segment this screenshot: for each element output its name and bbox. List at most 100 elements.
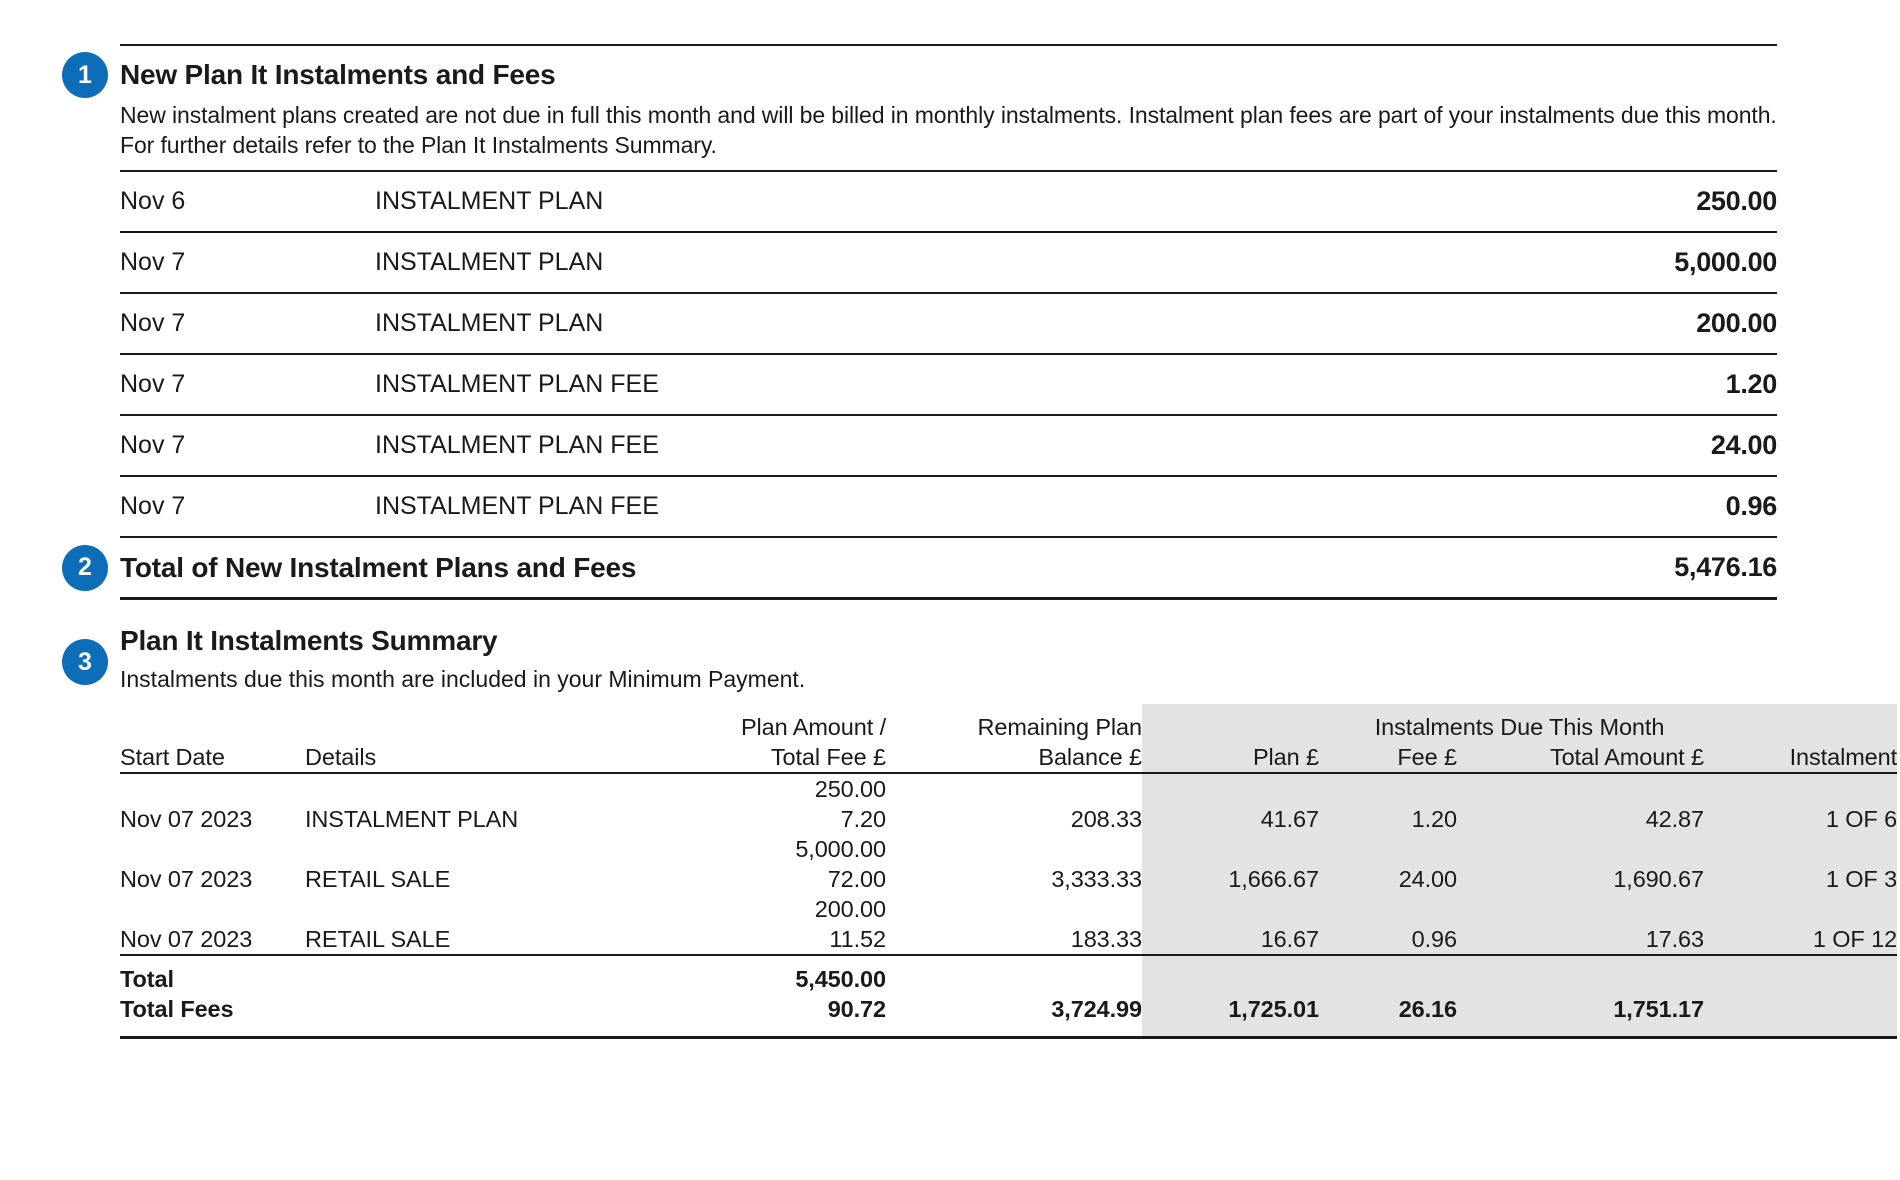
total-amount-due: 17.63 (1457, 894, 1704, 955)
section-new-plans-description: New instalment plans created are not due… (120, 102, 1777, 158)
transaction-description: INSTALMENT PLAN (375, 187, 604, 215)
totals-fee-due: 26.16 (1319, 954, 1457, 1039)
fee-header: Fee £ (1319, 742, 1457, 774)
transaction-date: Nov 6 (120, 187, 186, 215)
totals-plan-amount: 5,450.00 (795, 966, 886, 992)
start-date-header: Start Date (120, 742, 305, 774)
section-number-badge-3: 3 (62, 639, 108, 685)
transaction-date: Nov 7 (120, 370, 186, 398)
totals-label: Total (120, 966, 174, 992)
totals-plan-due: 1,725.01 (1142, 954, 1319, 1039)
summary-section-header: 3 Plan It Instalments Summary Instalment… (62, 624, 1777, 694)
empty-cell (305, 704, 580, 742)
transaction-description: INSTALMENT PLAN (375, 309, 604, 337)
statement-content: 1 New Plan It Instalments and Fees New i… (62, 0, 1897, 1039)
totals-remaining-balance: 3,724.99 (886, 954, 1142, 1039)
plan-due: 41.67 (1142, 773, 1319, 834)
instalments-summary-table: Plan Amount / Remaining Plan Instalments… (120, 704, 1897, 1039)
transaction-amount: 1.20 (1725, 369, 1778, 399)
plan-due: 1,666.67 (1142, 834, 1319, 894)
section-number-badge-1: 1 (62, 52, 108, 98)
fee-due: 24.00 (1319, 834, 1457, 894)
start-date: Nov 07 2023 (120, 806, 253, 832)
table-row: Nov 7 INSTALMENT PLAN FEE 0.96 (120, 477, 1777, 538)
plan-amount: 250.00 (814, 776, 886, 802)
totals-label-cell: Total Total Fees (120, 954, 305, 1039)
total-new-plans-label: Total of New Instalment Plans and Fees (120, 551, 637, 583)
summary-row: Nov 07 2023 RETAIL SALE 200.00 11.52 183… (120, 894, 1897, 955)
summary-subtitle: Instalments due this month are included … (120, 666, 806, 692)
total-fee: 72.00 (827, 866, 886, 892)
instalment-header: Instalment (1704, 742, 1897, 774)
section-new-plans-header: 1 New Plan It Instalments and Fees (62, 52, 1777, 98)
details-header: Details (305, 742, 580, 774)
table-row: Nov 7 INSTALMENT PLAN FEE 1.20 (120, 355, 1777, 416)
summary-row: Nov 07 2023 RETAIL SALE 5,000.00 72.00 3… (120, 834, 1897, 894)
empty-cell (1704, 954, 1898, 1039)
transaction-date: Nov 7 (120, 248, 186, 276)
remaining-balance: 3,333.33 (1051, 866, 1142, 892)
remaining-balance-header-line1: Remaining Plan (977, 714, 1142, 740)
instalment-number: 1 OF 6 (1704, 773, 1897, 834)
empty-cell (305, 954, 580, 1039)
table-row: Nov 7 INSTALMENT PLAN 5,000.00 (120, 233, 1777, 294)
details: RETAIL SALE (305, 926, 451, 952)
plan-amount-total-fee-cell: 250.00 7.20 (580, 773, 886, 834)
totals-total-fee: 90.72 (827, 996, 886, 1022)
plan-amount: 200.00 (814, 896, 886, 922)
empty-cell (120, 704, 305, 742)
total-fee: 11.52 (829, 926, 886, 952)
plan-amount-header-line2: Total Fee £ (580, 742, 886, 774)
transaction-amount: 250.00 (1696, 186, 1777, 216)
remaining-balance-header-line2: Balance £ (886, 742, 1142, 774)
transaction-date: Nov 7 (120, 431, 186, 459)
transaction-amount: 200.00 (1696, 308, 1777, 338)
plan-due: 16.67 (1142, 894, 1319, 955)
totals-plan-amount-cell: 5,450.00 90.72 (580, 954, 886, 1039)
plan-amount: 5,000.00 (795, 836, 886, 862)
transaction-amount: 0.96 (1725, 491, 1778, 521)
summary-row: Nov 07 2023 INSTALMENT PLAN 250.00 7.20 … (120, 773, 1897, 834)
transaction-description: INSTALMENT PLAN (375, 248, 604, 276)
instalments-due-group-header: Instalments Due This Month (1142, 704, 1898, 742)
total-amount-due: 42.87 (1457, 773, 1704, 834)
plan-amount-header-line1: Plan Amount / (740, 714, 886, 740)
transaction-description: INSTALMENT PLAN FEE (375, 370, 659, 398)
table-row: Nov 6 INSTALMENT PLAN 250.00 (120, 172, 1777, 233)
section-number-badge-2: 2 (62, 544, 108, 591)
totals-fees-label: Total Fees (120, 996, 234, 1022)
summary-header-row-bottom: Start Date Details Total Fee £ Balance £… (120, 742, 1897, 774)
section-new-plans-title: New Plan It Instalments and Fees (120, 59, 556, 90)
transaction-date: Nov 7 (120, 492, 186, 520)
total-new-plans-amount: 5,476.16 (1674, 552, 1777, 582)
start-date: Nov 07 2023 (120, 866, 253, 892)
transaction-amount: 24.00 (1710, 430, 1777, 460)
remaining-balance: 208.33 (1070, 806, 1142, 832)
total-amount-due: 1,690.67 (1457, 834, 1704, 894)
total-amount-header: Total Amount £ (1457, 742, 1704, 774)
fee-due: 0.96 (1319, 894, 1457, 955)
summary-header-row-top: Plan Amount / Remaining Plan Instalments… (120, 704, 1898, 742)
fee-due: 1.20 (1319, 773, 1457, 834)
transaction-amount: 5,000.00 (1674, 247, 1777, 277)
totals-total-amount-due: 1,751.17 (1457, 954, 1704, 1039)
divider (120, 44, 1777, 46)
total-fee: 7.20 (840, 806, 886, 832)
table-row: Nov 7 INSTALMENT PLAN 200.00 (120, 294, 1777, 355)
summary-title: Plan It Instalments Summary (120, 625, 498, 656)
instalment-number: 1 OF 3 (1704, 834, 1897, 894)
start-date: Nov 07 2023 (120, 926, 253, 952)
remaining-balance: 183.33 (1070, 926, 1142, 952)
details: INSTALMENT PLAN (305, 806, 519, 832)
plan-header: Plan £ (1142, 742, 1319, 774)
transaction-description: INSTALMENT PLAN FEE (375, 431, 659, 459)
details: RETAIL SALE (305, 866, 451, 892)
new-instalments-table: Nov 6 INSTALMENT PLAN 250.00 Nov 7 INSTA… (120, 170, 1777, 538)
transaction-description: INSTALMENT PLAN FEE (375, 492, 659, 520)
table-row: Nov 7 INSTALMENT PLAN FEE 24.00 (120, 416, 1777, 477)
summary-totals-row: Total Total Fees 5,450.00 90.72 3,724.99… (120, 954, 1898, 1039)
transaction-date: Nov 7 (120, 309, 186, 337)
plan-amount-total-fee-cell: 5,000.00 72.00 (580, 834, 886, 894)
plan-amount-total-fee-cell: 200.00 11.52 (580, 894, 886, 955)
